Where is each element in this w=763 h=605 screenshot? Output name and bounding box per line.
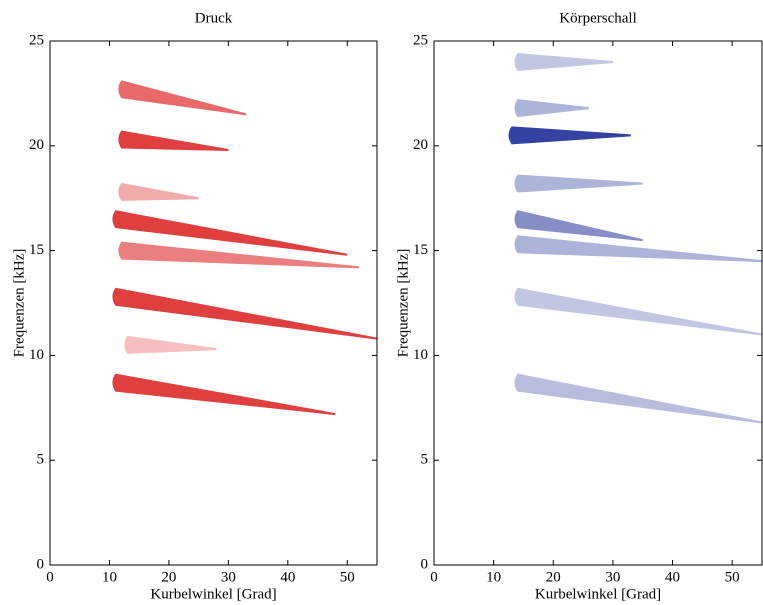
x-tick-label: 20 xyxy=(546,569,561,585)
ridge xyxy=(118,130,229,151)
x-tick-label: 10 xyxy=(102,569,117,585)
y-axis-label: Frequenzen [kHz] xyxy=(11,249,27,358)
y-axis-label: Frequenzen [kHz] xyxy=(395,249,411,358)
x-tick-label: 30 xyxy=(605,569,620,585)
y-tick-label: 5 xyxy=(37,452,45,468)
ridge xyxy=(118,182,199,201)
x-axis-label: Kurbelwinkel [Grad] xyxy=(535,586,661,602)
x-tick-label: 10 xyxy=(486,569,501,585)
y-tick-label: 15 xyxy=(29,242,44,258)
ridge xyxy=(124,335,217,354)
y-tick-label: 10 xyxy=(413,347,428,363)
ridge xyxy=(112,373,336,416)
plot-area xyxy=(112,80,377,416)
x-tick-label: 0 xyxy=(46,569,54,585)
plot-area xyxy=(508,52,762,424)
ridge xyxy=(514,235,762,263)
ridge xyxy=(514,287,762,336)
y-tick-label: 15 xyxy=(413,242,428,258)
chart-title: Körperschall xyxy=(559,10,636,26)
chart-title: Druck xyxy=(195,10,233,26)
ridge xyxy=(514,373,762,424)
ridge xyxy=(112,210,348,256)
x-tick-label: 0 xyxy=(430,569,438,585)
ridge xyxy=(514,174,643,193)
ridge xyxy=(514,99,590,118)
ridge xyxy=(514,52,613,71)
y-tick-label: 0 xyxy=(421,556,429,572)
frame xyxy=(433,40,763,566)
x-tick-label: 20 xyxy=(161,569,176,585)
x-tick-label: 50 xyxy=(340,569,355,585)
x-tick-label: 50 xyxy=(725,569,740,585)
x-axis-label: Kurbelwinkel [Grad] xyxy=(150,586,276,602)
y-tick-label: 25 xyxy=(413,32,428,48)
y-tick-label: 20 xyxy=(29,137,44,153)
y-tick-label: 25 xyxy=(29,32,44,48)
x-tick-label: 40 xyxy=(280,569,295,585)
y-tick-label: 10 xyxy=(29,347,44,363)
y-tick-label: 5 xyxy=(421,452,429,468)
x-tick-label: 30 xyxy=(221,569,236,585)
y-tick-label: 20 xyxy=(413,137,428,153)
frame xyxy=(49,40,378,566)
ridge xyxy=(514,210,643,242)
ridge xyxy=(118,80,247,116)
ridge xyxy=(118,241,360,269)
ridge xyxy=(508,126,631,145)
x-tick-label: 40 xyxy=(665,569,680,585)
ridge xyxy=(112,287,377,340)
y-tick-label: 0 xyxy=(37,556,45,572)
